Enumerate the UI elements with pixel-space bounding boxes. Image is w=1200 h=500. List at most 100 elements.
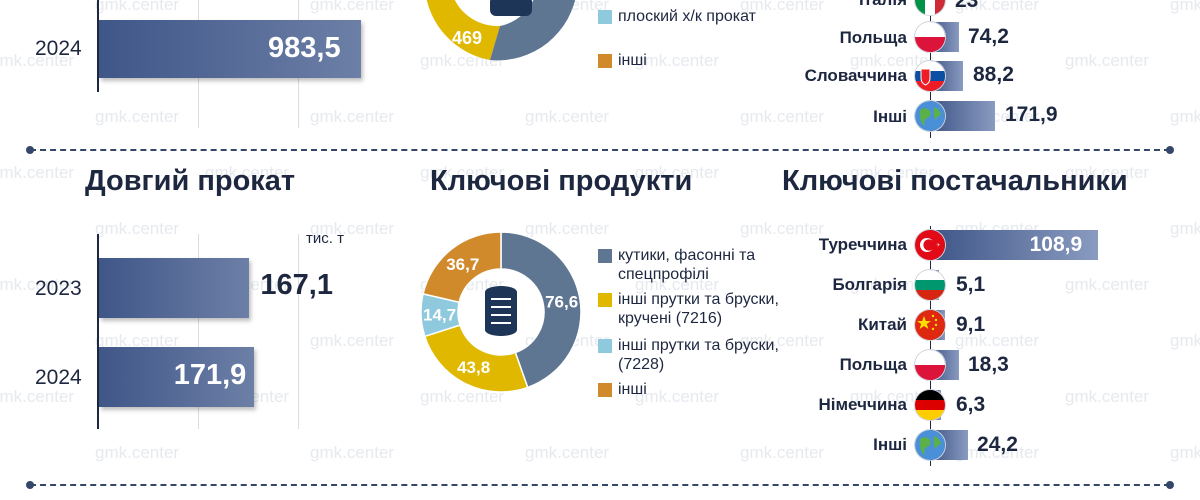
- bar-2024: [99, 347, 254, 407]
- bar-value-label: 167,1: [260, 269, 333, 301]
- donut-chart-key-products: 76,6 43,8 14,7 36,7: [421, 232, 581, 392]
- legend-swatch: [598, 293, 612, 307]
- watermark-text: gmk.center: [0, 163, 74, 182]
- supplier-label-slovakia: Словаччина: [804, 66, 907, 85]
- watermark-text: gmk.center: [740, 107, 824, 126]
- watermark-text: gmk.center: [955, 331, 1039, 350]
- section-divider-bottom: [26, 481, 1174, 489]
- legend-swatch: [598, 54, 612, 68]
- supplier-value-label: 18,3: [967, 353, 1009, 376]
- supplier-axis-line: [930, 226, 931, 466]
- pl-flag-icon: [915, 22, 945, 52]
- watermark-text: gmk.center: [1170, 107, 1200, 126]
- watermark-text: gmk.center: [850, 275, 934, 294]
- watermark-text: gmk.center: [635, 275, 719, 294]
- watermark-text: gmk.center: [95, 0, 179, 14]
- watermark-text: gmk.center: [310, 443, 394, 462]
- watermark-text: gmk.center: [95, 443, 179, 462]
- supplier-label: Туреччина: [818, 235, 907, 254]
- watermark-text: gmk.center: [850, 163, 934, 182]
- globe-icon: [915, 430, 945, 460]
- watermark-text: gmk.center: [635, 163, 719, 182]
- legend-item-other: інші: [598, 380, 813, 399]
- supplier-label-other: Інші: [873, 107, 907, 126]
- watermark-text: gmk.center: [635, 387, 719, 406]
- watermark-text: gmk.center: [740, 331, 824, 350]
- supplier-value-other: 171,9: [1005, 103, 1058, 126]
- bar-year-label: 2024: [35, 366, 82, 389]
- watermark-text: gmk.center: [740, 219, 824, 238]
- bar-year-label: 2024: [35, 37, 82, 60]
- watermark-text: gmk.center: [0, 51, 74, 70]
- legend-swatch: [598, 383, 612, 397]
- donut-slice: [423, 324, 529, 392]
- supplier-label-italy: Італія: [859, 0, 907, 10]
- supplier-value-slovakia: 88,2: [973, 63, 1014, 86]
- watermark-text: gmk.center: [525, 219, 609, 238]
- section-divider-top: [26, 146, 1174, 154]
- watermark-text: gmk.center: [1170, 219, 1200, 238]
- donut-value-label: 14,7: [423, 305, 456, 324]
- donut-slice-gray: [490, 0, 576, 61]
- de-flag-icon: [915, 390, 945, 420]
- supplier-label: Болгарія: [832, 275, 907, 294]
- watermark-text: gmk.center: [525, 107, 609, 126]
- watermark-text: gmk.center: [420, 163, 504, 182]
- supplier-value-poland: 74,2: [968, 25, 1009, 48]
- legend-item-angles: кутики, фасонні та спецпрофілі: [598, 246, 813, 284]
- legend-item-bars-7228: інші прутки та бруски, (7228): [598, 336, 813, 374]
- donut-slice: [500, 232, 581, 389]
- supplier-value-label: 108,9: [1029, 233, 1083, 256]
- legend-swatch: [598, 10, 612, 24]
- watermark-text: gmk.center: [0, 387, 74, 406]
- steel-icon: [490, 0, 532, 16]
- watermark-text: gmk.center: [1065, 275, 1149, 294]
- supplier-bar: [931, 230, 1098, 260]
- bg-flag-icon: [915, 270, 945, 300]
- watermark-text: gmk.center: [0, 275, 74, 294]
- watermark-text: gmk.center: [310, 0, 394, 14]
- bar-value-label: 171,9: [173, 359, 247, 391]
- watermark-text: gmk.center: [740, 0, 824, 14]
- unit-label: тис. т: [306, 230, 344, 247]
- legend-item-flat-rolled: плоский х/к прокат: [598, 7, 813, 26]
- steel-icon: [485, 286, 517, 336]
- it-flag-icon: [915, 0, 945, 15]
- watermark-text: gmk.center: [310, 331, 394, 350]
- watermark-text: gmk.center: [955, 443, 1039, 462]
- supplier-value-italy: 23: [955, 0, 979, 12]
- bar-2024: [99, 20, 361, 78]
- legend-swatch: [598, 339, 612, 353]
- watermark-text: gmk.center: [1170, 443, 1200, 462]
- watermark-text: gmk.center: [95, 331, 179, 350]
- grid-line: [198, 234, 199, 429]
- bar-year-label: 2023: [35, 277, 82, 300]
- cn-flag-icon: [915, 310, 945, 340]
- supplier-value-label: 24,2: [977, 433, 1018, 456]
- watermark-text: gmk.center: [1170, 0, 1200, 14]
- supplier-label: Польща: [839, 355, 907, 374]
- donut-slice-yellow: [426, 0, 500, 60]
- pl-flag-icon: [915, 350, 945, 380]
- supplier-label: Китай: [857, 315, 907, 334]
- donut-value-label: 76,6: [545, 293, 578, 312]
- watermark-text: gmk.center: [420, 387, 504, 406]
- section-title-key-suppliers: Ключові постачальники: [782, 165, 1128, 197]
- tr-flag-icon: [915, 230, 945, 260]
- legend-swatch: [598, 249, 612, 263]
- watermark-text: gmk.center: [310, 107, 394, 126]
- donut-value-label: 36,7: [446, 255, 479, 274]
- section-title-long-products: Довгий прокат: [85, 165, 296, 197]
- sk-flag-icon: [915, 61, 945, 91]
- watermark-text: gmk.center: [850, 51, 934, 70]
- bar-axis-line: [97, 234, 99, 429]
- supplier-value-label: 9,1: [956, 313, 986, 336]
- supplier-label: Німеччина: [818, 395, 907, 414]
- legend-item-bars-7216: інші прутки та бруски, кручені (7216): [598, 290, 813, 328]
- globe-icon: [915, 101, 945, 131]
- supplier-value-label: 6,3: [956, 393, 986, 416]
- supplier-value-label: 5,1: [956, 273, 986, 296]
- watermark-text: gmk.center: [740, 443, 824, 462]
- watermark-text: gmk.center: [850, 387, 934, 406]
- watermark-text: gmk.center: [525, 443, 609, 462]
